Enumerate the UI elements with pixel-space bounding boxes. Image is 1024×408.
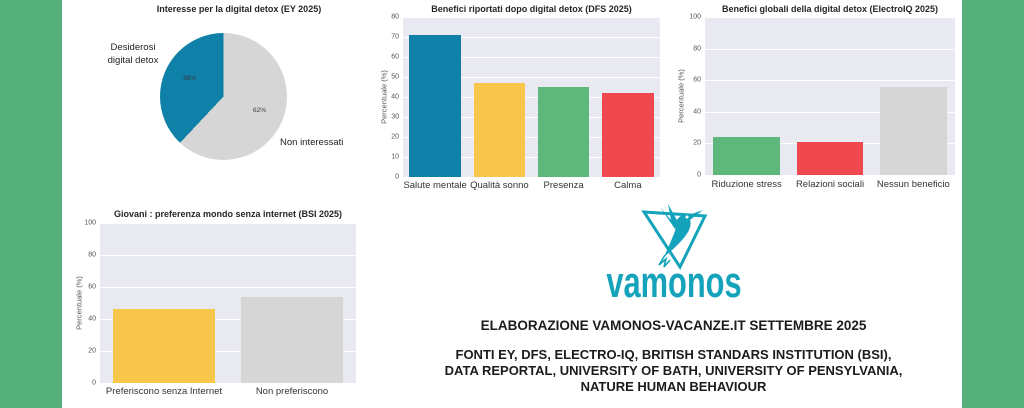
right-green-band: [962, 0, 1024, 408]
gridline: [705, 111, 955, 113]
bar-non-preferiscono: [240, 296, 344, 383]
vamonos-bird-logo: [641, 204, 708, 270]
pie-chart-panel: Interesse per la digital detox (EY 2025)…: [0, 0, 380, 200]
x-category-label: Qualità sonno: [470, 180, 529, 191]
bar-chart-bsi-title: Giovani : preferenza mondo senza interne…: [113, 209, 343, 219]
y-tick-label: 0: [395, 173, 399, 181]
y-tick-label: 40: [88, 315, 96, 323]
y-tick-label: 30: [391, 113, 399, 121]
pie-label-non-interessati: Non interessati: [280, 137, 344, 148]
x-category-label: Salute mentale: [403, 180, 467, 191]
dfs-y-axis-label: Percentuale (%): [379, 70, 389, 124]
bird-eye: [685, 215, 689, 219]
bar-chart-electroiq-panel: Benefici globali della digital detox (El…: [665, 0, 965, 200]
gridline: [403, 77, 660, 78]
bar-chart-bsi-panel: Giovani : preferenza mondo senza interne…: [60, 200, 380, 405]
y-tick-label: 40: [391, 93, 399, 101]
y-tick-label: 80: [88, 251, 96, 259]
gridline: [100, 255, 356, 256]
electroiq-plot-area: 0 20 40 60 80 100: [689, 14, 955, 179]
x-category-label: Relazioni sociali: [795, 179, 865, 190]
y-tick-label: 40: [693, 108, 701, 116]
bar-relazioni-sociali: [796, 141, 864, 175]
bar-chart-dfs-title: Benefici riportati dopo digital detox (D…: [431, 4, 632, 14]
y-tick-label: 80: [391, 13, 399, 21]
pie-graphic: [160, 33, 287, 160]
footer-fonti-line-2: DATA REPORTAL, UNIVERSITY OF BATH, UNIVE…: [444, 363, 903, 378]
y-tick-label: 70: [391, 33, 399, 41]
y-tick-label: 50: [391, 73, 399, 81]
y-tick-label: 10: [391, 153, 399, 161]
gridline: [705, 48, 955, 50]
bar-presenza: [537, 87, 590, 177]
bsi-y-axis-label: Percentuale (%): [74, 276, 84, 330]
footer-fonti-line-3: NATURE HUMAN BEHAVIOUR: [580, 379, 767, 394]
bar-calma: [602, 93, 654, 177]
vamonos-wordmark: vamonos: [606, 258, 742, 307]
y-tick-label: 100: [84, 219, 96, 227]
y-tick-label: 60: [693, 76, 701, 84]
gridline: [100, 287, 356, 288]
x-category-label: Non preferiscono: [255, 386, 329, 397]
bsi-plot-area: 0 20 40 60 80 100: [84, 220, 356, 387]
electroiq-x-axis-labels: Riduzione stress Relazioni sociali Nessun …: [705, 179, 955, 193]
y-tick-label: 80: [693, 45, 701, 53]
left-green-band: [0, 0, 62, 408]
gridline: [100, 351, 356, 352]
y-tick-label: 20: [693, 139, 701, 147]
gridline: [403, 117, 660, 118]
bar-chart-electroiq-title: Benefici globali della digital detox (El…: [721, 4, 939, 14]
bar-salute-mentale: [409, 35, 461, 177]
bsi-x-axis-labels: Preferiscono senza Internet Non preferisc…: [100, 386, 356, 400]
bar-nessun-beneficio: [880, 86, 947, 175]
dfs-plot-area: 0 10 20 30 40 50 60 70 80: [391, 14, 660, 181]
pie-slice-value-blue: 38%: [183, 75, 197, 82]
bar-qualit-sonno: [473, 83, 526, 177]
pie-chart-title: Interesse per la digital detox (EY 2025): [156, 4, 322, 14]
pie-slice-value-gray: 62%: [253, 107, 267, 114]
y-tick-label: 60: [88, 283, 96, 291]
gridline: [403, 17, 660, 18]
x-category-label: Nessun beneficio: [876, 179, 950, 190]
gridline: [403, 57, 660, 58]
y-tick-label: 0: [697, 171, 701, 179]
gridline: [100, 223, 356, 224]
footer-elaborazione-line: ELABORAZIONE VAMONOS-VACANZE.IT SETTEMBR…: [480, 318, 867, 333]
x-category-label: Preferiscono senza Internet: [105, 386, 223, 397]
y-tick-label: 60: [391, 53, 399, 61]
x-category-label: Presenza: [543, 180, 584, 191]
gridline: [403, 157, 660, 158]
x-category-label: Calma: [614, 180, 642, 191]
footer-fonti-line-1: FONTI EY, DFS, ELECTRO-IQ, BRITISH STAND…: [455, 347, 892, 362]
gridline: [403, 97, 660, 98]
y-tick-label: 20: [391, 133, 399, 141]
y-tick-label: 100: [689, 13, 701, 21]
gridline: [403, 137, 660, 138]
gridline: [100, 319, 356, 320]
gridline: [705, 80, 955, 82]
gridline: [705, 17, 955, 18]
y-tick-label: 0: [92, 379, 96, 387]
bar-chart-dfs-panel: Benefici riportati dopo digital detox (D…: [375, 0, 665, 200]
x-category-label: Riduzione stress: [711, 179, 782, 190]
pie-label-desiderosi: Desiderosi digital detox: [107, 42, 159, 67]
gridline: [403, 37, 660, 38]
bar-riduzione-stress: [713, 137, 780, 175]
y-tick-label: 20: [88, 347, 96, 355]
electroiq-y-axis-label: Percentuale (%): [676, 69, 686, 123]
bar-preferiscono-senza-internet: [112, 309, 216, 383]
dfs-x-axis-labels: Salute mentale Qualità sonno Presenza Calma: [403, 180, 660, 194]
footer-sources: FONTI EY, DFS, ELECTRO-IQ, BRITISH STAND…: [400, 347, 947, 395]
